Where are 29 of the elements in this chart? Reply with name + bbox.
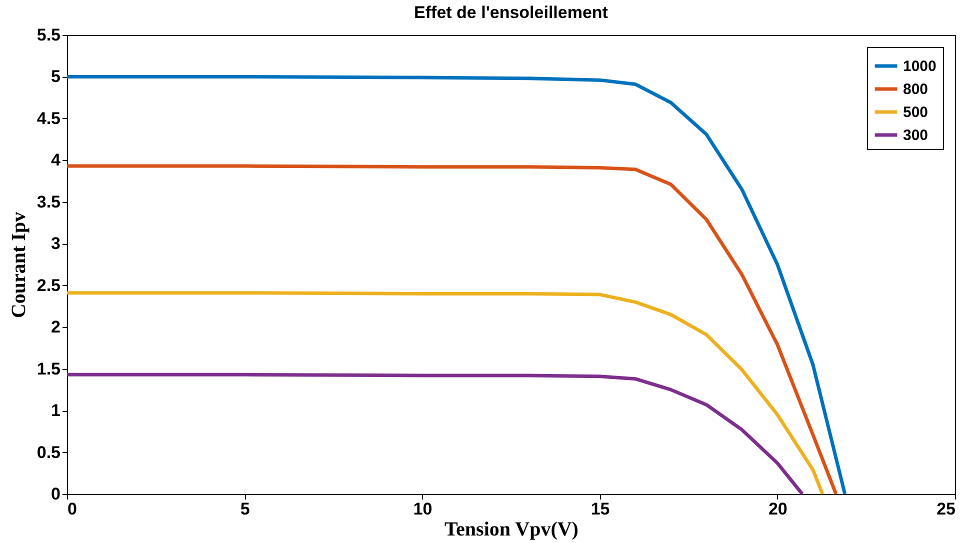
line-series [65, 372, 804, 496]
x-axis-title: Tension Vpv(V) [444, 518, 578, 540]
legend-label: 300 [903, 127, 928, 144]
y-tick-label: 0.5 [36, 442, 60, 462]
y-tick-label: 1 [51, 401, 60, 420]
x-tick-label: 0 [68, 500, 77, 518]
x-tick-label: 25 [936, 500, 956, 518]
y-tick-label: 1.5 [36, 359, 60, 378]
line-series [65, 164, 838, 496]
y-tick-label: 4.5 [36, 108, 60, 128]
x-tick-label: 5 [240, 500, 250, 518]
x-tick-label: 10 [413, 500, 432, 518]
y-tick-label: 4 [51, 150, 62, 170]
y-axis-title: Courant Ipv [8, 212, 30, 318]
y-tick-label: 2.5 [36, 276, 60, 295]
legend-label: 800 [903, 81, 928, 98]
y-tick-label: 3.5 [36, 192, 60, 212]
x-tick-label: 20 [768, 500, 788, 518]
line-series [65, 291, 824, 496]
chart-title: Effet de l'ensoleillement [414, 3, 608, 22]
y-tick-label: 5 [51, 67, 60, 86]
y-tick-label: 5.5 [36, 26, 60, 44]
x-tick-label: 15 [590, 500, 610, 518]
line-series [65, 74, 847, 496]
y-tick-label: 3 [51, 234, 60, 254]
y-tick-label: 2 [51, 318, 60, 337]
legend-label: 500 [903, 104, 928, 121]
legend-label: 1000 [903, 58, 936, 75]
y-tick-label: 0 [51, 484, 60, 504]
